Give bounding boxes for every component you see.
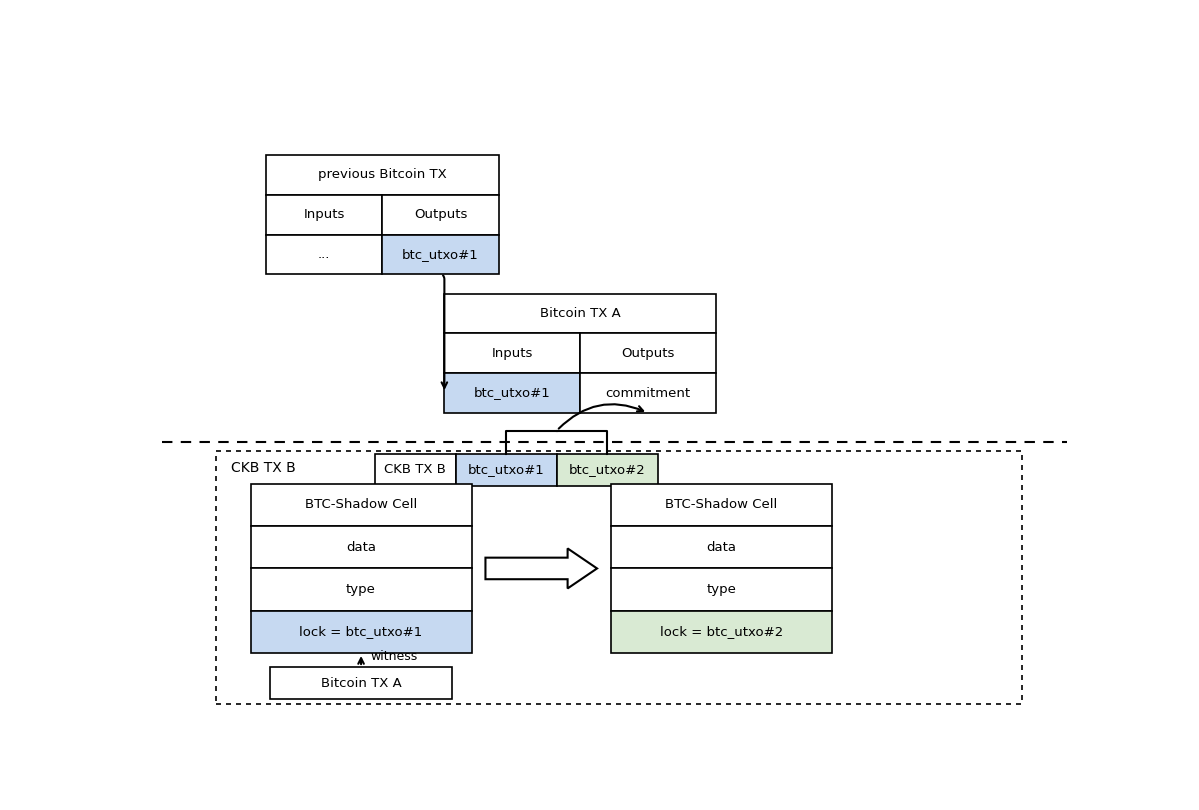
FancyBboxPatch shape — [382, 194, 499, 235]
Text: Inputs: Inputs — [492, 347, 532, 360]
FancyBboxPatch shape — [611, 526, 832, 569]
FancyBboxPatch shape — [216, 451, 1022, 704]
FancyBboxPatch shape — [266, 155, 499, 194]
FancyBboxPatch shape — [580, 334, 716, 373]
FancyBboxPatch shape — [556, 454, 657, 486]
Text: btc_utxo#2: btc_utxo#2 — [568, 463, 645, 476]
Text: data: data — [706, 541, 736, 554]
Text: lock = btc_utxo#1: lock = btc_utxo#1 — [300, 625, 423, 638]
Text: BTC-Shadow Cell: BTC-Shadow Cell — [305, 498, 417, 511]
FancyBboxPatch shape — [445, 334, 580, 373]
FancyBboxPatch shape — [251, 611, 471, 653]
Text: BTC-Shadow Cell: BTC-Shadow Cell — [665, 498, 778, 511]
Text: btc_utxo#1: btc_utxo#1 — [468, 463, 544, 476]
FancyBboxPatch shape — [270, 667, 452, 699]
Text: type: type — [347, 583, 376, 596]
FancyBboxPatch shape — [611, 484, 832, 526]
Text: CKB TX B: CKB TX B — [385, 463, 446, 476]
FancyBboxPatch shape — [266, 235, 382, 275]
FancyBboxPatch shape — [580, 373, 716, 413]
FancyBboxPatch shape — [445, 373, 580, 413]
Text: Bitcoin TX A: Bitcoin TX A — [540, 307, 620, 320]
Text: ...: ... — [318, 248, 331, 261]
Text: Outputs: Outputs — [414, 208, 468, 221]
Text: Bitcoin TX A: Bitcoin TX A — [320, 676, 402, 689]
Text: btc_utxo#1: btc_utxo#1 — [474, 386, 550, 399]
Text: btc_utxo#1: btc_utxo#1 — [402, 248, 478, 261]
FancyBboxPatch shape — [382, 235, 499, 275]
Text: previous Bitcoin TX: previous Bitcoin TX — [318, 168, 447, 181]
Text: Outputs: Outputs — [621, 347, 675, 360]
Text: CKB TX B: CKB TX B — [231, 461, 296, 475]
Text: commitment: commitment — [605, 386, 691, 399]
FancyBboxPatch shape — [266, 194, 382, 235]
Text: type: type — [706, 583, 736, 596]
FancyBboxPatch shape — [611, 569, 832, 611]
Text: witness: witness — [370, 650, 417, 663]
FancyBboxPatch shape — [611, 611, 832, 653]
Text: lock = btc_utxo#2: lock = btc_utxo#2 — [659, 625, 783, 638]
FancyBboxPatch shape — [251, 526, 471, 569]
FancyBboxPatch shape — [445, 293, 716, 334]
FancyBboxPatch shape — [456, 454, 556, 486]
FancyBboxPatch shape — [251, 569, 471, 611]
Text: data: data — [347, 541, 376, 554]
Text: Inputs: Inputs — [303, 208, 345, 221]
FancyBboxPatch shape — [374, 454, 456, 486]
FancyBboxPatch shape — [251, 484, 471, 526]
Polygon shape — [486, 548, 597, 588]
